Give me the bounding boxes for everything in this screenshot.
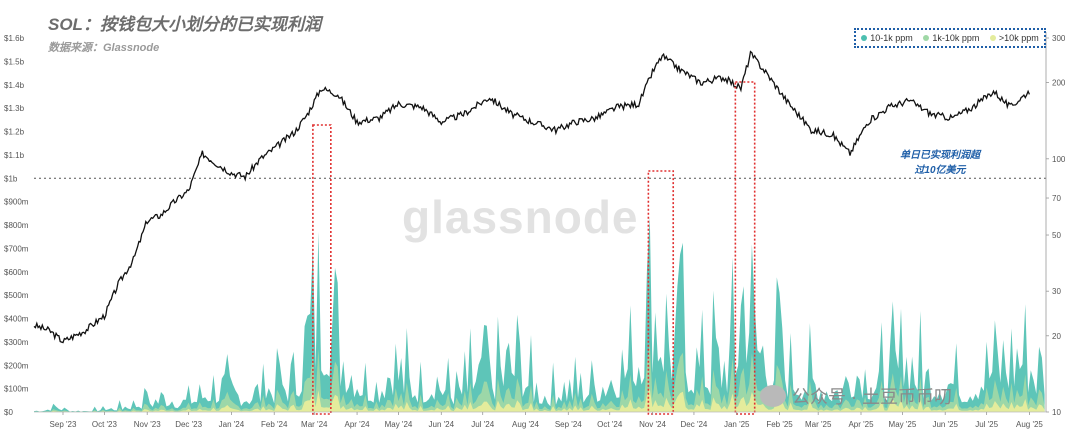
right-tick-label: 300 [1052, 34, 1066, 43]
left-tick-label: $0 [4, 408, 13, 417]
annotation: 单日已实现利润超 过10亿美元 [880, 148, 1000, 178]
legend-label: 10-1k ppm [870, 33, 913, 43]
highlight-box [734, 81, 756, 415]
chart-title: SOL：按钱包大小划分的已实现利润 [48, 15, 321, 34]
area-series-10-1k [34, 217, 1045, 412]
wechat-watermark: 公众号 · 土豆币币叨 [760, 383, 952, 409]
chart-subtitle: 数据来源：Glassnode [48, 42, 160, 54]
x-tick-label: Jan '25 [724, 420, 750, 429]
axes: $0 $100m $200m $300m $400m $500m $600m $700m $80… [4, 32, 1066, 429]
right-tick-label: 20 [1052, 332, 1061, 341]
left-tick-label: $900m [4, 198, 29, 207]
legend-label: 1k-10k ppm [932, 33, 980, 43]
area-series-10k [34, 388, 1045, 412]
area-series-1k-10k [34, 343, 1045, 412]
x-tick-label: Sep '24 [555, 420, 582, 429]
x-tick-label: Aug '24 [512, 420, 539, 429]
wechat-icon [760, 385, 786, 407]
annotation-line-2: 过10亿美元 [914, 165, 966, 176]
legend-item-2: 1k-10k ppm [923, 33, 979, 43]
left-tick-label: $100m [4, 385, 29, 394]
left-tick-label: $1.3b [4, 104, 25, 113]
x-tick-label: Feb '25 [766, 420, 793, 429]
x-tick-label: Apr '25 [848, 420, 874, 429]
annotation-line-1: 单日已实现利润超 [900, 150, 980, 161]
left-tick-label: $300m [4, 338, 29, 347]
left-tick-label: $1.2b [4, 128, 25, 137]
price-line [33, 50, 1030, 344]
legend-label: >10k ppm [998, 33, 1039, 43]
highlight-boxes [312, 81, 756, 415]
x-tick-label: Apr '24 [345, 420, 371, 429]
highlight-box [312, 124, 332, 415]
x-tick-label: Jul '25 [975, 420, 998, 429]
x-tick-label: Jul '24 [471, 420, 494, 429]
left-tick-label: $700m [4, 244, 29, 253]
realized-profit-areas [34, 217, 1045, 412]
x-tick-label: Dec '24 [681, 420, 708, 429]
price-line-group [33, 50, 1030, 344]
right-tick-label: 100 [1052, 155, 1066, 164]
x-tick-label: Mar '25 [805, 420, 832, 429]
left-tick-label: $800m [4, 221, 29, 230]
highlight-box [647, 170, 675, 415]
x-tick-label: May '25 [889, 420, 917, 429]
right-tick-label: 50 [1052, 231, 1061, 240]
x-tick-label: Jun '25 [932, 420, 958, 429]
left-tick-label: $1.5b [4, 57, 25, 66]
x-tick-label: Aug '25 [1016, 420, 1043, 429]
x-tick-label: Jan '24 [219, 420, 245, 429]
right-tick-label: 70 [1052, 194, 1061, 203]
right-tick-label: 30 [1052, 287, 1061, 296]
legend-dot-icon [989, 35, 996, 41]
x-tick-label: Feb '24 [261, 420, 288, 429]
x-tick-label: Nov '24 [639, 420, 666, 429]
x-tick-label: Jun '24 [429, 420, 455, 429]
legend-item-1: 10-1k ppm [861, 33, 913, 43]
left-tick-label: $400m [4, 315, 29, 324]
left-tick-label: $1.1b [4, 151, 25, 160]
right-tick-label: 200 [1052, 79, 1066, 88]
watermark-logo: glassnode [402, 191, 639, 243]
legend-item-3: >10k ppm [989, 33, 1039, 43]
legend: 10-1k ppm 1k-10k ppm >10k ppm [854, 28, 1046, 48]
x-tick-label: Oct '23 [92, 420, 118, 429]
x-tick-label: May '24 [385, 420, 413, 429]
left-tick-label: $200m [4, 361, 29, 370]
left-tick-label: $600m [4, 268, 29, 277]
x-tick-label: Oct '24 [597, 420, 623, 429]
legend-dot-icon [923, 35, 930, 41]
x-tick-label: Sep '23 [50, 420, 77, 429]
x-tick-label: Dec '23 [175, 420, 202, 429]
left-tick-label: $500m [4, 291, 29, 300]
x-tick-label: Nov '23 [134, 420, 161, 429]
x-tick-label: Mar '24 [301, 420, 328, 429]
left-tick-label: $1.4b [4, 81, 25, 90]
left-tick-label: $1b [4, 174, 18, 183]
wechat-text: 公众号 · 土豆币币叨 [792, 387, 952, 407]
left-tick-label: $1.6b [4, 34, 25, 43]
legend-dot-icon [861, 35, 868, 41]
right-tick-label: 10 [1052, 408, 1061, 417]
